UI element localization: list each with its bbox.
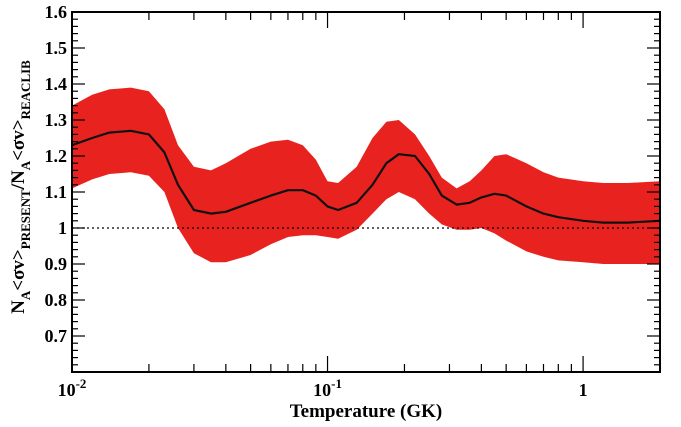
y-title-sub-present: PRESENT	[18, 189, 33, 249]
y-tick-label: 0.8	[45, 290, 68, 310]
y-tick-label: 1.2	[45, 146, 68, 166]
y-title-sub-a2: A	[18, 160, 33, 170]
y-tick-label: 1	[58, 218, 67, 238]
x-axis-title: Temperature (GK)	[290, 401, 443, 422]
uncertainty-band-layer	[72, 87, 660, 264]
y-tick-label: 1.6	[45, 2, 68, 22]
y-title-sigmav1: <σv>	[8, 249, 29, 291]
uncertainty-band	[72, 87, 660, 264]
ratio-line	[71, 129, 661, 224]
y-tick-label: 1.5	[45, 38, 68, 58]
x-tick-label: 1	[579, 380, 588, 400]
x-tick-label: 10-1	[313, 376, 342, 400]
y-title-n1: N	[8, 300, 29, 314]
y-axis-title: NA<σv>PRESENT/NA<σv>REACLIB	[8, 60, 33, 314]
tick-label-layer: 0.7 0.8 0.9 1 1.1 1.2 1.3 1.4 1.5 1.6 10-2 10-1 1	[45, 2, 588, 400]
x-tick-label: 10-2	[58, 376, 87, 400]
y-title-slash-n2: /N	[8, 170, 29, 190]
ratio-line-layer	[71, 129, 661, 224]
y-tick-label: 1.4	[45, 74, 68, 94]
y-title-sigmav2: <σv>	[8, 119, 29, 161]
y-tick-label: 0.9	[45, 254, 68, 274]
y-tick-label: 1.3	[45, 110, 68, 130]
plot-frame	[71, 11, 661, 373]
y-tick-label: 0.7	[45, 326, 68, 346]
y-tick-label: 1.1	[45, 182, 68, 202]
y-title-sub-a1: A	[18, 290, 33, 300]
y-title-sub-reaclib: REACLIB	[18, 60, 33, 120]
